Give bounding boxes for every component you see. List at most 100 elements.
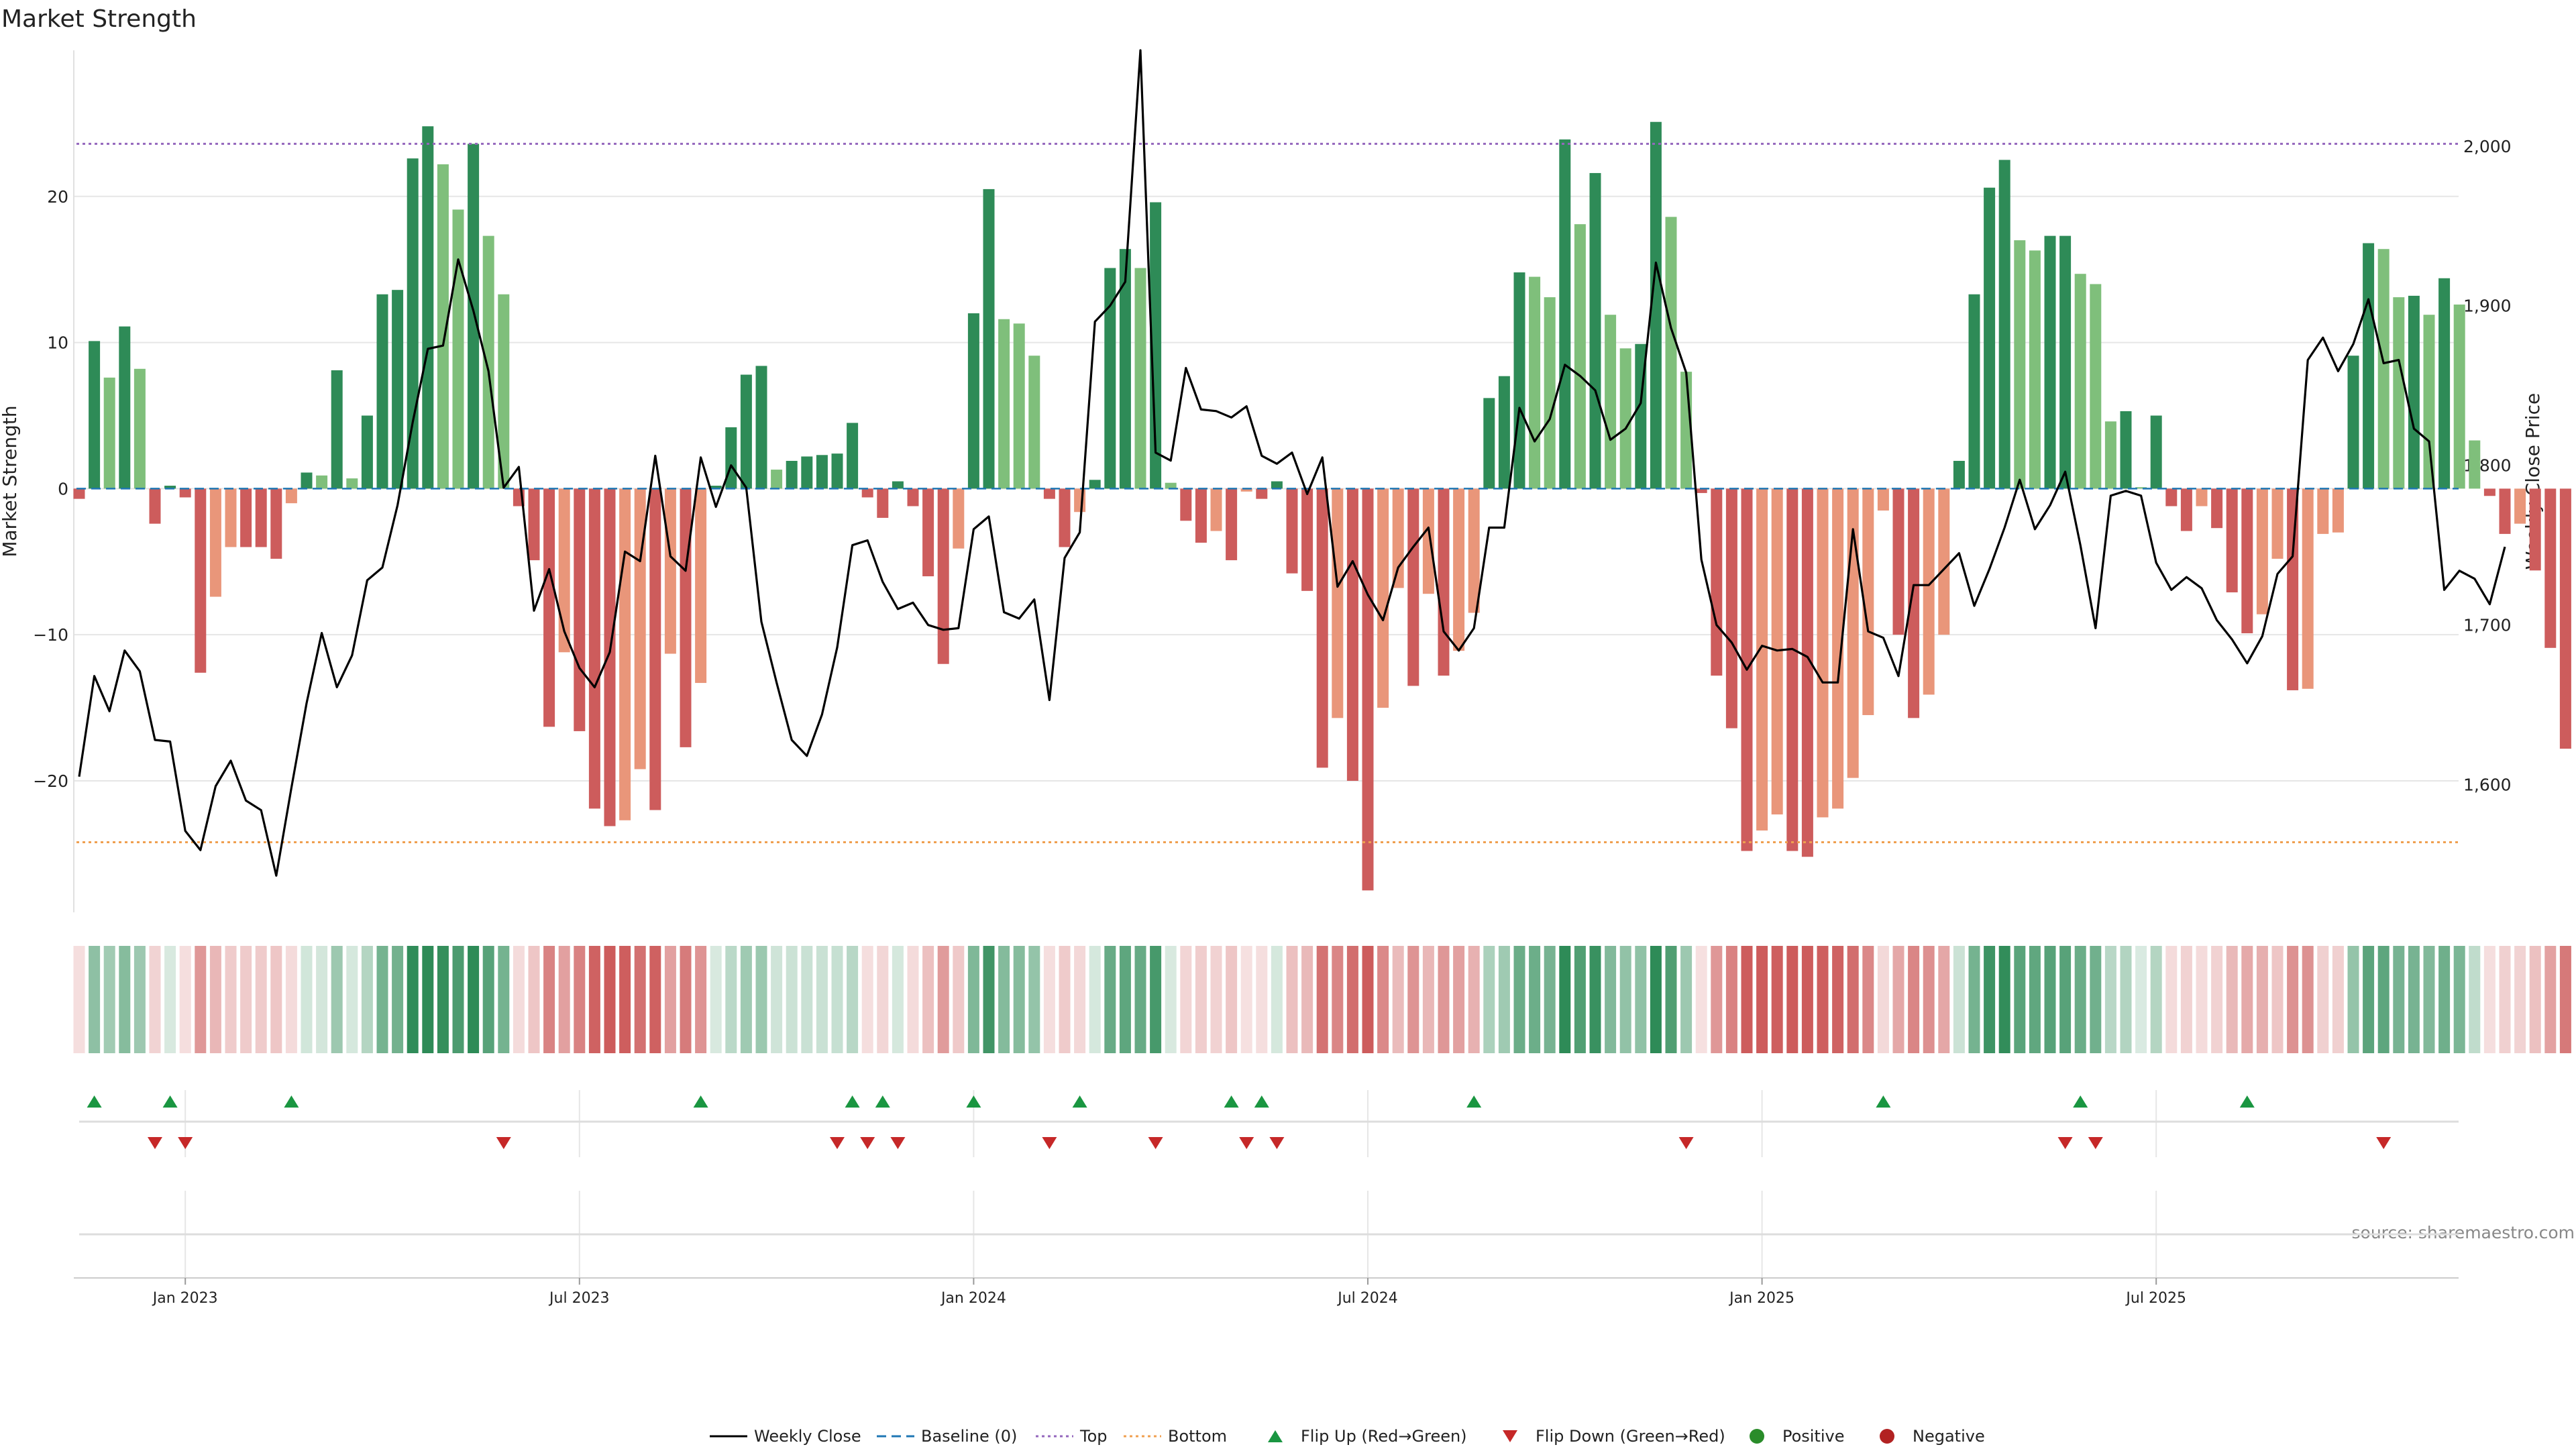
right-tick-label: 2,000 [2463,137,2512,156]
heat-strip-cell [73,946,85,1053]
heat-strip-cell [513,946,525,1053]
strength-bar [1574,224,1586,489]
heat-strip-cell [1346,946,1358,1053]
heat-strip-cell [1256,946,1268,1053]
strength-bar [1589,172,1601,489]
heat-strip-cell [437,946,449,1053]
strength-bar [2377,249,2390,489]
strength-bar [1286,488,1298,574]
right-tick-label: 1,900 [2463,297,2512,316]
strength-bar [422,126,434,489]
strength-bar [2317,488,2329,534]
flip-down-marker [860,1137,875,1149]
strength-bar [2363,243,2375,489]
strength-bar [1953,461,1965,489]
strength-bar [1483,398,1495,489]
strength-bar [755,366,767,489]
strength-bar [1817,488,1829,818]
heat-strip-cell [937,946,949,1053]
heat-strip-cell [1771,946,1783,1053]
heat-strip-cell [1968,946,1980,1053]
strength-bar [2423,315,2435,489]
strength-bar [1695,488,1707,493]
strength-bar [907,488,919,506]
strength-bar [801,456,813,489]
strength-bar [331,370,343,489]
heat-strip-cell [1422,946,1434,1053]
heat-strip-cell [967,946,979,1053]
heat-strip-cell [1119,946,1131,1053]
strength-bar [1529,276,1541,489]
heat-strip-cell [680,946,692,1053]
strength-bar [588,488,600,809]
left-tick-label: 20 [47,187,68,207]
heat-strip-cell [482,946,494,1053]
heat-strip-cell [2180,946,2192,1053]
strength-bar [558,488,570,653]
strength-bar [1134,268,1146,489]
strength-bar [376,294,388,489]
heat-strip-cell [1407,946,1419,1053]
heat-strip-cell [725,946,737,1053]
strength-bar [1150,202,1162,489]
strength-bar [149,488,161,524]
strength-bar [710,486,722,489]
heat-strip-cell [133,946,146,1053]
heat-strip-cell [816,946,828,1053]
heat-strip-cell [1741,946,1753,1053]
heat-strip-cell [2120,946,2132,1053]
heat-strip-cell [2211,946,2223,1053]
strength-bar [1498,376,1510,489]
strength-bar [1119,249,1131,489]
heat-strip-cell [1362,946,1374,1053]
flip-down-marker [148,1137,162,1149]
strength-bar [1074,488,1086,513]
strength-bar [240,488,252,547]
strength-bar [285,488,297,504]
strength-bar [2529,488,2541,571]
strength-bar [619,488,631,820]
strength-bar [437,164,449,489]
flip-up-marker [875,1095,890,1108]
heat-strip-cell [1286,946,1298,1053]
heat-strip-cell [2302,946,2314,1053]
strength-bar [2104,421,2116,489]
heat-strip-cell [1544,946,1556,1053]
strength-bar [574,488,586,731]
heat-strip-cell [1468,946,1480,1053]
legend-label: Flip Up (Red→Green) [1301,1427,1467,1446]
heat-strip-cell [149,946,161,1053]
strength-bar [1756,488,1768,831]
x-tick-label: Jul 2025 [2125,1290,2186,1307]
strength-bar [2180,488,2192,531]
heat-strip-cell [2332,946,2344,1053]
heat-strip-cell [2347,946,2359,1053]
heat-strip-cell [771,946,783,1053]
heat-strip-cell [1226,946,1238,1053]
heat-strip-cell [2483,946,2496,1053]
heat-strip-cell [1605,946,1617,1053]
strength-bar [2165,488,2178,506]
strength-bar [270,488,282,559]
heat-strip-cell [649,946,661,1053]
heat-strip-cell [255,946,267,1053]
heat-strip-cell [1786,946,1799,1053]
heat-strip-cell [1438,946,1450,1053]
strength-bar [680,488,692,747]
heat-strip-cell [2559,946,2571,1053]
heat-strip-cell [346,946,358,1053]
heat-strip-cell [498,946,510,1053]
heat-strip-cell [164,946,176,1053]
heat-strip-cell [922,946,934,1053]
heat-strip-cell [1877,946,1889,1053]
strength-bar [740,374,752,489]
strength-bar [1028,356,1040,489]
strength-bar [2332,488,2344,533]
left-tick-label: 0 [58,479,68,498]
strength-bar [1711,488,1723,676]
heat-strip-cell [452,946,464,1053]
strength-bar [209,488,221,597]
heat-strip-cell [240,946,252,1053]
strength-bar [1650,121,1662,489]
flip-down-marker [2057,1137,2073,1149]
